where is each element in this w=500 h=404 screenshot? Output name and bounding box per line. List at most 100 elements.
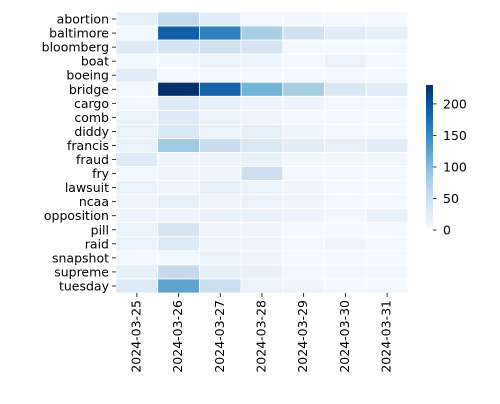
heatmap-cell	[198, 138, 242, 153]
y-tick-label: raid	[85, 236, 109, 251]
x-tick-label: 2024-03-30	[337, 300, 352, 373]
heatmap-cell	[157, 250, 200, 266]
heatmap-cell	[115, 109, 159, 125]
heatmap-cell	[282, 53, 325, 69]
heatmap-cell	[365, 194, 409, 210]
heatmap-cell	[324, 39, 367, 55]
heatmap-cell	[198, 124, 242, 139]
heatmap-cell	[324, 25, 367, 41]
heatmap-cell	[324, 53, 367, 69]
heatmap-cells	[115, 11, 409, 294]
heatmap-cell	[324, 81, 367, 97]
heatmap-cell	[198, 264, 242, 280]
heatmap-cell	[198, 208, 242, 224]
heatmap-cell	[157, 81, 200, 97]
colorbar: 0 50 100 150 200	[426, 85, 467, 238]
heatmap-cell	[198, 11, 242, 27]
heatmap-cell	[240, 53, 284, 69]
heatmap-cell	[240, 208, 284, 224]
heatmap-cell	[365, 152, 409, 167]
heatmap-cell	[240, 39, 284, 55]
heatmap-cell	[115, 264, 159, 280]
heatmap-cell	[324, 236, 367, 252]
heatmap-cell	[240, 11, 284, 27]
y-tick-label: boeing	[66, 68, 109, 83]
heatmap-cell	[198, 194, 242, 210]
heatmap-cell	[240, 95, 284, 111]
y-tick-label: francis	[67, 138, 109, 153]
heatmap-cell	[157, 264, 200, 280]
heatmap-cell	[240, 152, 284, 167]
y-tick-label: pill	[91, 222, 109, 237]
heatmap-cell	[115, 81, 159, 97]
heatmap-cell	[324, 166, 367, 182]
heatmap-cell	[157, 152, 200, 167]
heatmap-cell	[115, 67, 159, 83]
x-tick-label: 2024-03-25	[128, 300, 143, 373]
heatmap-cell	[324, 180, 367, 196]
heatmap-cell	[115, 236, 159, 252]
heatmap-cell	[324, 194, 367, 210]
colorbar-gradient	[426, 85, 433, 230]
heatmap-cell	[157, 95, 200, 111]
heatmap-cell	[198, 53, 242, 69]
y-tick-label: diddy	[74, 124, 109, 139]
heatmap-cell	[198, 180, 242, 196]
heatmap-cell	[282, 180, 325, 196]
heatmap-cell	[365, 180, 409, 196]
heatmap-cell	[198, 67, 242, 83]
heatmap-cell	[240, 250, 284, 266]
heatmap-cell	[157, 25, 200, 41]
heatmap-cell	[365, 95, 409, 111]
heatmap-cell	[115, 152, 159, 167]
heatmap-cell	[240, 25, 284, 41]
y-tick-label: bloomberg	[42, 40, 109, 55]
heatmap-cell	[115, 95, 159, 111]
y-tick-label: abortion	[57, 12, 109, 27]
heatmap-cell	[157, 180, 200, 196]
heatmap-cell	[115, 194, 159, 210]
heatmap-cell	[115, 250, 159, 266]
y-tick-label: comb	[74, 110, 109, 125]
heatmap-cell	[115, 25, 159, 41]
colorbar-tick-label: 200	[443, 96, 467, 111]
heatmap-cell	[365, 264, 409, 280]
heatmap-cell	[282, 152, 325, 167]
heatmap-cell	[282, 278, 325, 294]
heatmap-cell	[198, 109, 242, 125]
heatmap-cell	[240, 109, 284, 125]
heatmap-cell	[115, 278, 159, 294]
y-tick-label: lawsuit	[65, 180, 109, 195]
heatmap-cell	[365, 250, 409, 266]
heatmap-cell	[282, 264, 325, 280]
heatmap-cell	[157, 278, 200, 294]
heatmap-cell	[324, 250, 367, 266]
heatmap-cell	[240, 222, 284, 238]
heatmap-cell	[324, 124, 367, 139]
heatmap-cell	[157, 194, 200, 210]
heatmap-cell	[115, 180, 159, 196]
heatmap-cell	[324, 222, 367, 238]
heatmap-cell	[240, 264, 284, 280]
heatmap-cell	[365, 109, 409, 125]
heatmap-cell	[157, 138, 200, 153]
heatmap-cell	[240, 124, 284, 139]
heatmap-cell	[365, 11, 409, 27]
heatmap-cell	[157, 236, 200, 252]
heatmap-cell	[198, 222, 242, 238]
heatmap-cell	[115, 124, 159, 139]
heatmap-cell	[115, 138, 159, 153]
heatmap-cell	[324, 152, 367, 167]
y-tick-label: baltimore	[49, 26, 109, 41]
y-axis-labels: abortionbaltimorebloombergboatboeingbrid…	[42, 12, 116, 293]
heatmap-cell	[115, 208, 159, 224]
heatmap-cell	[324, 11, 367, 27]
colorbar-tick-label: 150	[443, 128, 467, 143]
heatmap-cell	[240, 180, 284, 196]
heatmap-cell	[198, 236, 242, 252]
heatmap-cell	[282, 138, 325, 153]
colorbar-tick-label: 0	[443, 223, 451, 238]
heatmap-cell	[365, 208, 409, 224]
y-tick-label: bridge	[69, 82, 109, 97]
